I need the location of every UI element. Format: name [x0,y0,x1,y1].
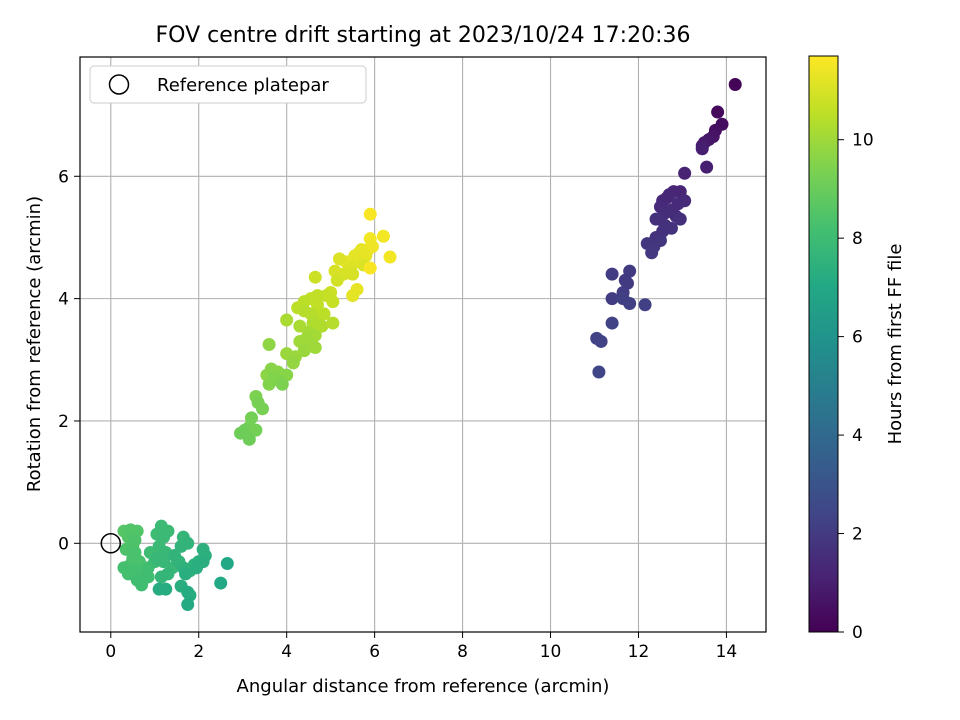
data-points [117,78,742,611]
data-point [700,160,714,174]
data-point [135,578,149,592]
data-point [174,539,188,553]
data-point [678,166,692,180]
data-point [605,292,619,306]
data-point [154,570,168,584]
data-point [638,298,652,312]
x-tick-label: 4 [281,642,292,662]
data-point [262,377,276,391]
x-tick-label: 10 [540,642,562,662]
data-point [181,597,195,611]
chart-title: FOV centre drift starting at 2023/10/24 … [156,23,691,48]
reference-platepar-marker [100,533,122,554]
x-tick-label: 2 [193,642,204,662]
plot-frame [79,56,767,633]
data-point [249,423,263,437]
data-point [623,297,637,311]
data-point [711,105,725,119]
data-point [262,338,276,351]
data-point [220,556,234,570]
y-tick-label: 4 [58,290,69,310]
x-axis-ticks: 0 2 4 6 8 10 12 14 [105,632,737,662]
data-point [242,432,256,446]
data-point [214,576,228,590]
data-point [326,295,340,309]
data-point [330,273,344,287]
x-axis-label: Angular distance from reference (arcmin) [237,676,610,697]
colorbar-tick-label: 8 [852,229,863,249]
data-point [363,261,377,275]
data-point [695,142,709,156]
data-point [376,229,390,243]
colorbar-tick-label: 10 [852,131,874,151]
x-tick-label: 6 [369,642,380,662]
colorbar-tick-label: 2 [852,525,863,545]
data-point [317,307,331,321]
data-point [308,341,322,355]
data-point [605,267,619,281]
y-tick-label: 2 [58,412,69,432]
data-point [255,402,269,416]
x-tick-label: 0 [105,642,116,662]
data-point [179,567,193,581]
data-point [645,246,659,260]
colorbar-gradient [808,55,839,633]
colorbar-tick-label: 6 [852,328,863,348]
colorbar-label: Hours from first FF file [885,244,906,445]
data-point [363,207,377,221]
x-tick-label: 12 [628,642,650,662]
legend-entry-reference-platepar: Reference platepar [157,75,329,96]
data-point [346,289,360,303]
colorbar: 0 2 4 6 8 10 Hours from first FF file [808,55,906,643]
data-point [286,356,300,370]
y-tick-label: 0 [58,534,69,554]
colorbar-tick-label: 4 [852,426,863,446]
y-axis-ticks: 0 2 4 6 [58,167,80,554]
grid-lines [80,57,766,632]
data-point [728,78,742,92]
data-point [275,377,289,391]
data-point [152,582,166,596]
data-point [308,270,322,284]
colorbar-ticks: 0 2 4 6 8 10 [838,131,874,643]
y-axis-label: Rotation from reference (arcmin) [24,196,45,492]
data-point [310,298,324,312]
x-tick-label: 8 [457,642,468,662]
data-point [190,561,204,575]
legend: Reference platepar [89,65,367,104]
data-point [332,252,346,266]
data-point [280,313,294,327]
data-point [326,316,340,330]
data-point [383,250,397,264]
colorbar-tick-label: 0 [852,623,863,643]
data-point [594,334,608,348]
legend-box [89,65,367,104]
legend-marker [108,74,130,95]
x-tick-label: 14 [716,642,738,662]
data-point [605,316,619,330]
y-tick-label: 6 [58,167,69,187]
data-point [673,212,687,226]
data-point [315,319,329,333]
data-point [592,365,606,379]
